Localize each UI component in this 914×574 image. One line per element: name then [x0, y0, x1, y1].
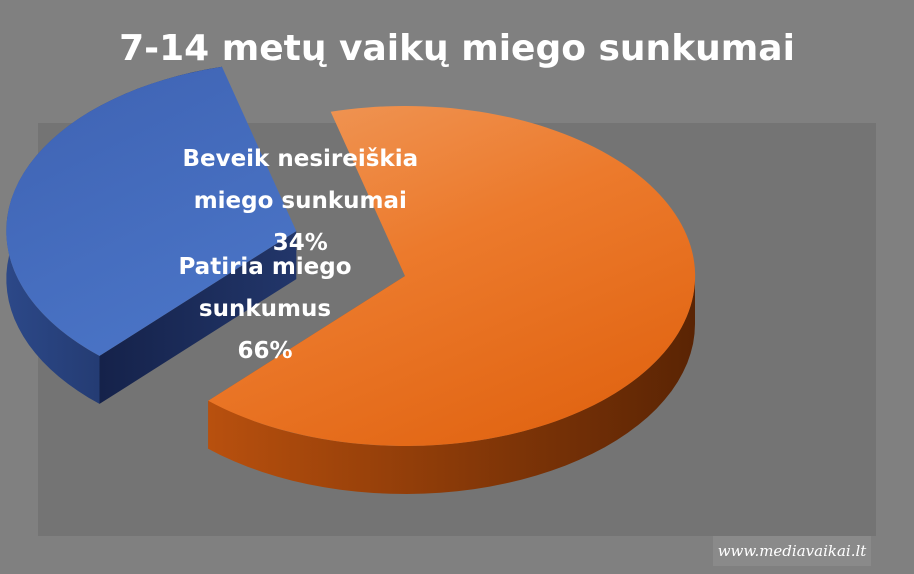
slice-top-1[interactable]: [6, 66, 297, 356]
slice-label-1-line-1: miego sunkumai: [194, 188, 407, 214]
slice-top-0[interactable]: [208, 106, 696, 447]
watermark-source: www.mediavaikai.lt: [713, 536, 871, 566]
chart-title: 7-14 metų vaikų miego sunkumai: [119, 28, 795, 69]
slice-wall-1: [99, 231, 297, 404]
slice-label-0-line-0: Patiria miego: [178, 254, 351, 280]
slice-label-1-line-0: Beveik nesireiškia: [182, 146, 418, 172]
slice-side-0: [208, 276, 695, 494]
slice-label-1-line-2: 34%: [273, 230, 328, 256]
slice-label-0-line-1: sunkumus: [199, 296, 331, 322]
slice-label-0-line-2: 66%: [237, 338, 292, 364]
